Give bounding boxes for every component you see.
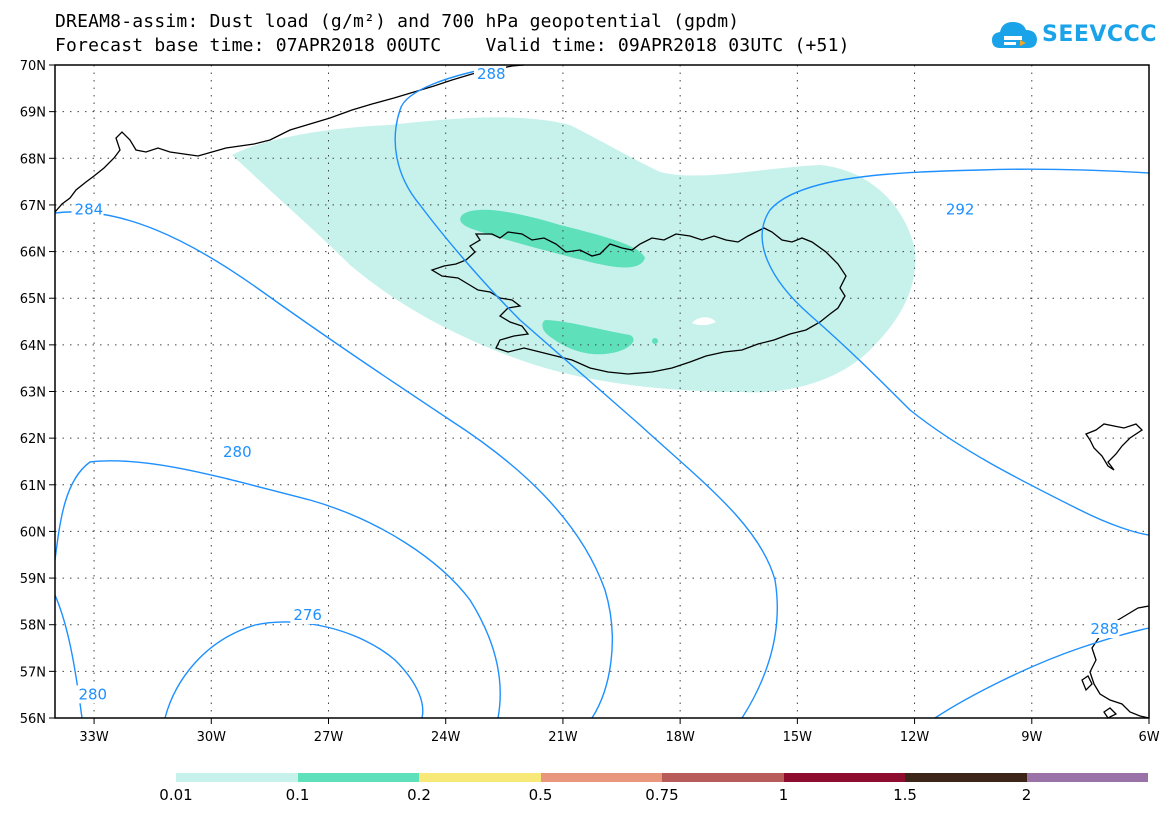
contour-label-bg: [71, 200, 104, 219]
contour-label: 276: [293, 606, 322, 624]
tick-label-lat: 61N: [20, 479, 46, 494]
dust-area-medium-dot: [652, 338, 658, 344]
contour-label-bg: [942, 200, 975, 219]
tick-label-lat: 63N: [20, 386, 46, 401]
contour-label-bg: [75, 685, 108, 704]
contour-label-bg: [290, 606, 323, 625]
contour-292: [761, 168, 1150, 536]
dust-area-medium-north: [460, 209, 645, 268]
axis-ticks: 33W 30W 27W 24W 21W 18W 15W 12W 9W 6W 70N 69N 68N 67N…: [20, 59, 1160, 745]
tick-label-lon: 24W: [431, 730, 461, 745]
contour-label: 284: [75, 200, 104, 218]
tick-label-lon: 18W: [665, 730, 695, 745]
tick-label-lat: 69N: [20, 106, 46, 121]
colorbar-label: 1.5: [893, 786, 917, 804]
contour-label-bg: [1087, 620, 1120, 639]
coastline-scotland-islands: [1081, 675, 1118, 719]
contour-labels: 288 292 284 280 276 280 288: [71, 65, 1120, 704]
tick-label-lat: 68N: [20, 152, 46, 167]
contour-280: [54, 460, 501, 719]
contour-288-north: [394, 64, 778, 719]
colorbar-label: 0.2: [407, 786, 431, 804]
colorbar-segment: [783, 773, 905, 782]
colorbar-segment: [662, 773, 784, 782]
tick-label-lat: 70N: [20, 59, 46, 74]
dust-hole: [692, 317, 716, 326]
tick-label-lat: 66N: [20, 246, 46, 261]
colorbar-segment: [297, 773, 419, 782]
tick-label-lat: 57N: [20, 665, 46, 680]
tick-label-lon: 21W: [548, 730, 578, 745]
colorbar-label: 0.1: [285, 786, 310, 804]
coastline-iceland: [430, 227, 847, 375]
coastline-faroe: [1085, 423, 1144, 471]
contour-284: [54, 211, 613, 719]
colorbar-label: 2: [1021, 786, 1032, 804]
seevccc-logo: SEEVCCC: [990, 16, 1165, 56]
tick-label-lon: 6W: [1138, 730, 1159, 745]
colorbar-segment: [419, 773, 541, 782]
tick-label-lon: 15W: [783, 730, 813, 745]
colorbar-segment: [540, 773, 662, 782]
dust-load-layer: [232, 117, 916, 393]
dust-area-medium-south: [542, 320, 634, 355]
contour-label-bg: [220, 442, 253, 461]
tick-label-lon: 12W: [900, 730, 930, 745]
contour-label: 288: [477, 65, 506, 83]
colorbar-label: 0.5: [528, 786, 553, 804]
contour-label-bg: [473, 65, 506, 83]
map-plot: 288 292 284 280 276 280 288 33W 30W 27W 24W 21W 18W…: [20, 59, 1160, 745]
tick-label-lat: 58N: [20, 619, 46, 634]
contour-288-southeast: [934, 627, 1150, 719]
tick-label-lat: 56N: [20, 712, 46, 727]
tick-label-lon: 9W: [1021, 730, 1042, 745]
geopotential-contours: [54, 64, 1150, 719]
tick-label-lon: 33W: [79, 730, 109, 745]
tick-label-lon: 27W: [314, 730, 344, 745]
contour-label: 280: [78, 685, 107, 703]
tick-label-lat: 59N: [20, 572, 46, 587]
cloud-logo-icon: [992, 22, 1037, 48]
contour-label: 288: [1090, 620, 1119, 638]
colorbar-segment: [1026, 773, 1148, 782]
tick-label-lon: 30W: [197, 730, 227, 745]
map-title: DREAM8-assim: Dust load (g/m²) and 700 h…: [55, 11, 740, 32]
colorbar-label: 1: [778, 786, 789, 804]
colorbar-segment: [905, 773, 1027, 782]
tick-label-lat: 64N: [20, 339, 46, 354]
tick-label-lat: 60N: [20, 525, 46, 540]
logo-text: SEEVCCC: [1042, 22, 1157, 47]
colorbar-label: 0.75: [645, 786, 679, 804]
tick-label-lat: 62N: [20, 432, 46, 447]
coastline-scotland: [1089, 605, 1150, 719]
tick-label-lat: 65N: [20, 292, 46, 307]
tick-label-lat: 67N: [20, 199, 46, 214]
colorbar-segment: [176, 773, 298, 782]
contour-label: 292: [946, 200, 975, 218]
colorbar-label: 0.01: [159, 786, 193, 804]
forecast-times: Forecast base time: 07APR2018 00UTC Vali…: [55, 35, 850, 56]
contour-label: 280: [223, 443, 252, 461]
